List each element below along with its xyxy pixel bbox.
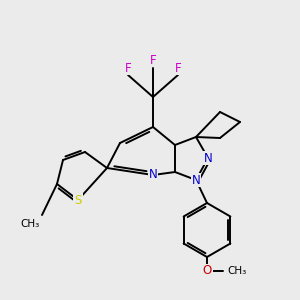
Text: N: N (148, 169, 158, 182)
Text: CH₃: CH₃ (227, 266, 247, 276)
Text: CH₃: CH₃ (20, 219, 40, 229)
Text: N: N (204, 152, 212, 164)
Text: F: F (175, 61, 181, 74)
Text: F: F (150, 53, 156, 67)
Text: N: N (192, 173, 200, 187)
Text: O: O (202, 265, 211, 278)
Text: F: F (125, 61, 131, 74)
Text: S: S (74, 194, 82, 206)
